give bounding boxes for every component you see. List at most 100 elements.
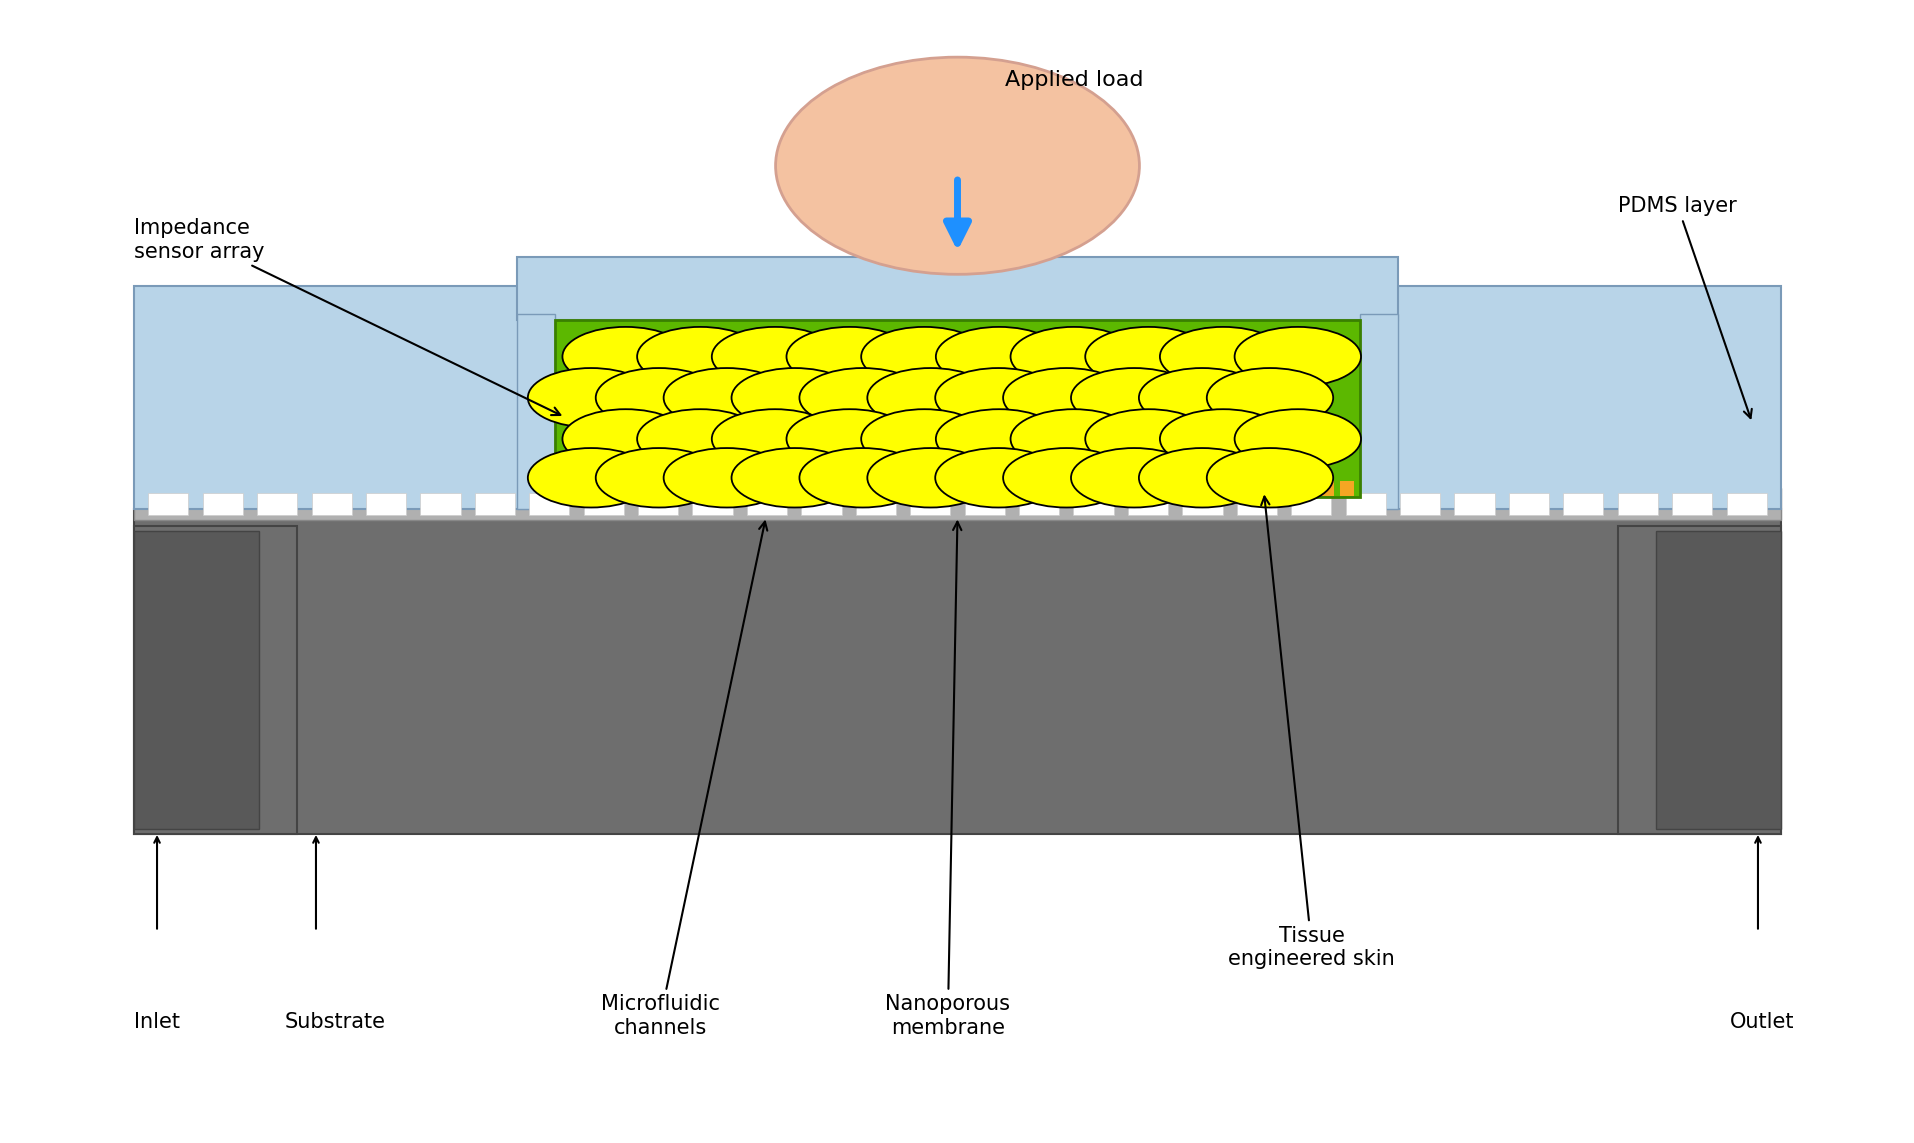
Bar <box>760 481 775 496</box>
Ellipse shape <box>1235 409 1361 469</box>
Text: Substrate: Substrate <box>285 1012 385 1031</box>
Ellipse shape <box>731 448 857 507</box>
Bar <box>940 481 955 496</box>
Ellipse shape <box>637 409 764 469</box>
Ellipse shape <box>936 409 1062 469</box>
Bar <box>1179 481 1194 496</box>
Ellipse shape <box>712 327 838 386</box>
Bar <box>555 320 1359 497</box>
Bar <box>880 481 894 496</box>
Bar <box>517 257 1397 320</box>
Text: Inlet: Inlet <box>134 1012 180 1031</box>
Bar <box>781 481 794 496</box>
Ellipse shape <box>1011 409 1137 469</box>
Ellipse shape <box>867 448 993 507</box>
Ellipse shape <box>861 409 988 469</box>
Bar <box>528 493 568 515</box>
Ellipse shape <box>1160 409 1286 469</box>
Bar <box>1160 481 1173 496</box>
Ellipse shape <box>1206 448 1332 507</box>
Bar <box>840 481 854 496</box>
Ellipse shape <box>1070 368 1196 427</box>
Bar <box>1018 493 1058 515</box>
Bar <box>679 481 695 496</box>
Bar <box>859 481 875 496</box>
Text: Impedance
sensor array: Impedance sensor array <box>134 218 561 415</box>
Bar <box>693 493 733 515</box>
Bar <box>746 493 787 515</box>
Text: Microfluidic
channels: Microfluidic channels <box>601 521 768 1038</box>
Bar <box>1617 526 1780 834</box>
Ellipse shape <box>1160 327 1286 386</box>
Bar <box>1399 493 1439 515</box>
Bar <box>134 526 297 834</box>
Bar <box>1656 531 1780 829</box>
Bar <box>134 286 555 509</box>
Bar <box>741 481 754 496</box>
Bar <box>1562 493 1602 515</box>
Bar <box>980 481 993 496</box>
Ellipse shape <box>595 368 722 427</box>
Ellipse shape <box>664 368 790 427</box>
Bar <box>1453 493 1493 515</box>
Ellipse shape <box>664 448 790 507</box>
Text: Outlet: Outlet <box>1728 1012 1793 1031</box>
Bar <box>1060 481 1074 496</box>
Bar <box>660 481 676 496</box>
Ellipse shape <box>1070 448 1196 507</box>
Bar <box>134 488 1780 520</box>
Bar <box>312 493 352 515</box>
Bar <box>134 531 258 829</box>
Bar <box>561 481 574 496</box>
Ellipse shape <box>1085 327 1212 386</box>
Text: Tissue
engineered skin: Tissue engineered skin <box>1227 496 1395 969</box>
Bar <box>601 481 614 496</box>
Bar <box>147 493 188 515</box>
Text: Applied load: Applied load <box>1005 70 1143 90</box>
Ellipse shape <box>1139 448 1265 507</box>
Bar <box>1127 493 1168 515</box>
Ellipse shape <box>861 327 988 386</box>
Bar <box>1099 481 1114 496</box>
Ellipse shape <box>1139 368 1265 427</box>
Bar <box>1617 493 1658 515</box>
Ellipse shape <box>1003 368 1129 427</box>
Ellipse shape <box>1085 409 1212 469</box>
Bar <box>475 493 515 515</box>
Bar <box>517 314 555 509</box>
Bar <box>999 481 1014 496</box>
Bar <box>584 493 624 515</box>
Ellipse shape <box>936 327 1062 386</box>
Ellipse shape <box>712 409 838 469</box>
Bar <box>701 481 714 496</box>
Ellipse shape <box>637 327 764 386</box>
Ellipse shape <box>731 368 857 427</box>
Ellipse shape <box>934 448 1060 507</box>
Bar <box>965 493 1005 515</box>
Ellipse shape <box>1003 448 1129 507</box>
Ellipse shape <box>528 448 655 507</box>
Bar <box>1200 481 1213 496</box>
Bar <box>1359 314 1397 509</box>
Ellipse shape <box>867 368 993 427</box>
Bar <box>800 481 815 496</box>
Bar <box>1300 481 1313 496</box>
Bar <box>1074 493 1114 515</box>
Bar <box>637 493 678 515</box>
Ellipse shape <box>563 327 689 386</box>
Bar <box>1139 481 1154 496</box>
Bar <box>909 493 949 515</box>
Bar <box>580 481 595 496</box>
Bar <box>1359 286 1780 509</box>
Bar <box>1726 493 1767 515</box>
Ellipse shape <box>934 368 1060 427</box>
Bar <box>1340 481 1353 496</box>
Ellipse shape <box>775 57 1139 274</box>
Ellipse shape <box>595 448 722 507</box>
Bar <box>256 493 297 515</box>
Ellipse shape <box>563 409 689 469</box>
Text: Nanoporous
membrane: Nanoporous membrane <box>884 521 1011 1038</box>
Ellipse shape <box>798 448 924 507</box>
Bar <box>800 493 840 515</box>
Ellipse shape <box>1011 327 1137 386</box>
